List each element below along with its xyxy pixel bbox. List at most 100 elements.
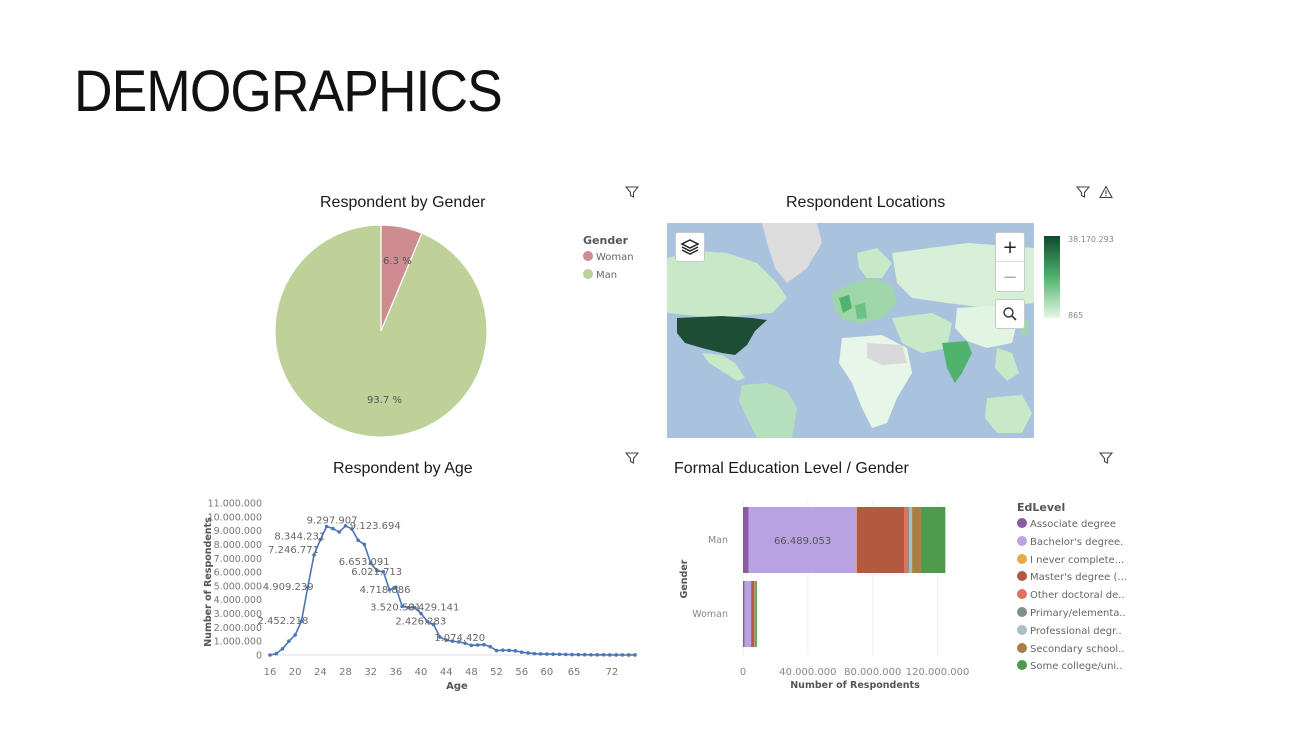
pie-slice-man[interactable] [274, 224, 488, 438]
bar-segment[interactable] [908, 507, 910, 573]
age-data-point[interactable] [488, 644, 493, 649]
age-data-point[interactable] [538, 652, 543, 656]
age-data-point[interactable] [589, 652, 593, 657]
filter-icon[interactable] [1099, 451, 1113, 465]
age-data-point[interactable] [576, 652, 581, 657]
age-data-point[interactable] [633, 653, 637, 657]
age-data-point[interactable] [293, 633, 297, 637]
age-data-point[interactable] [312, 553, 316, 557]
age-data-point[interactable] [551, 652, 555, 656]
age-data-point[interactable] [444, 638, 449, 642]
edu-legend-item[interactable]: Master's degree (... [1017, 571, 1127, 583]
age-data-point[interactable] [438, 635, 442, 639]
age-data-point[interactable] [557, 652, 562, 657]
age-data-point[interactable] [431, 622, 436, 627]
bar-segment[interactable] [748, 507, 857, 573]
age-data-point[interactable] [626, 653, 631, 657]
legend-item-man[interactable]: Man [583, 269, 617, 281]
age-data-point[interactable] [368, 561, 373, 565]
bar-segment[interactable] [903, 507, 909, 573]
bar-segment[interactable] [751, 581, 755, 647]
age-data-point[interactable] [582, 652, 587, 657]
age-data-point[interactable] [608, 653, 612, 657]
age-data-point[interactable] [381, 569, 386, 574]
world-map[interactable] [667, 223, 1034, 438]
age-data-point[interactable] [280, 646, 285, 651]
age-data-point[interactable] [287, 639, 291, 643]
age-data-point[interactable] [318, 537, 323, 542]
y-tick-label: 7.000.000 [214, 554, 262, 565]
age-data-point[interactable] [595, 653, 600, 657]
age-data-point[interactable] [274, 651, 279, 656]
filter-icon[interactable] [625, 185, 639, 199]
filter-icon[interactable] [625, 451, 639, 465]
bar-segment[interactable] [755, 581, 757, 647]
age-data-point[interactable] [463, 641, 467, 646]
age-data-point[interactable] [362, 542, 367, 547]
age-data-point[interactable] [601, 653, 606, 657]
age-data-point[interactable] [614, 653, 618, 657]
age-data-point[interactable] [507, 648, 511, 653]
edu-legend-item[interactable]: Professional degr.. [1017, 624, 1122, 637]
age-data-point[interactable] [412, 605, 417, 610]
edu-legend-item[interactable]: I never complete... [1017, 553, 1124, 566]
edu-legend-item[interactable]: Some college/uni.. [1017, 660, 1123, 672]
bar-segment[interactable] [856, 507, 904, 573]
age-data-point[interactable] [419, 611, 423, 616]
age-data-point[interactable] [375, 568, 379, 573]
age-data-point[interactable] [299, 619, 304, 623]
age-data-point[interactable] [387, 587, 392, 592]
age-data-point[interactable] [356, 538, 360, 543]
age-data-point[interactable] [350, 527, 354, 531]
x-tick-label: 40.000.000 [779, 667, 836, 678]
bar-segment[interactable] [743, 581, 745, 647]
bar-segment[interactable] [856, 507, 858, 573]
zoom-out-icon[interactable]: − [1002, 267, 1018, 288]
edu-legend-item[interactable]: Primary/elementa.. [1017, 607, 1126, 619]
bar-segment[interactable] [743, 507, 749, 573]
age-data-point[interactable] [532, 651, 537, 656]
search-icon[interactable] [995, 299, 1025, 329]
age-data-point[interactable] [394, 585, 398, 590]
filter-icon[interactable] [1076, 185, 1090, 199]
age-data-point[interactable] [570, 652, 574, 657]
edu-legend-item[interactable]: Associate degree [1017, 518, 1116, 530]
legend-item-woman[interactable]: Woman [583, 251, 634, 263]
warning-icon[interactable] [1099, 185, 1113, 199]
age-data-point[interactable] [482, 642, 486, 647]
x-tick-label: 16 [264, 667, 277, 678]
bar-segment[interactable] [912, 507, 922, 573]
age-data-point[interactable] [305, 585, 310, 589]
age-data-point[interactable] [337, 530, 342, 534]
age-data-point[interactable] [563, 652, 568, 657]
edu-legend-item[interactable]: Secondary school.. [1017, 642, 1125, 655]
age-data-point[interactable] [450, 639, 455, 643]
age-data-point[interactable] [268, 653, 272, 657]
age-data-point[interactable] [456, 640, 461, 644]
zoom-in-icon[interactable]: + [996, 233, 1024, 262]
edu-legend-item[interactable]: Bachelor's degree. [1017, 535, 1123, 548]
bar-segment[interactable] [754, 581, 756, 647]
layers-icon[interactable] [675, 232, 705, 262]
age-data-point[interactable] [513, 649, 518, 653]
age-data-point[interactable] [343, 524, 348, 528]
age-data-point[interactable] [475, 643, 480, 647]
age-data-point[interactable] [324, 524, 329, 529]
age-data-point[interactable] [469, 643, 474, 648]
age-data-point[interactable] [400, 604, 404, 609]
age-data-point[interactable] [620, 653, 625, 657]
bar-segment[interactable] [909, 507, 913, 573]
edu-legend-item[interactable]: Other doctoral de.. [1017, 589, 1125, 601]
age-data-point[interactable] [519, 650, 524, 655]
age-data-point[interactable] [501, 648, 505, 652]
age-data-point[interactable] [526, 651, 530, 655]
age-data-point[interactable] [545, 652, 549, 656]
bar-segment[interactable] [744, 581, 752, 647]
age-data-point[interactable] [406, 605, 411, 610]
bar-segment[interactable] [754, 581, 755, 647]
bar-segment[interactable] [921, 507, 946, 573]
age-data-point[interactable] [331, 526, 335, 531]
x-tick-label: 72 [605, 667, 618, 678]
age-data-point[interactable] [494, 648, 499, 653]
age-data-point[interactable] [425, 619, 430, 624]
